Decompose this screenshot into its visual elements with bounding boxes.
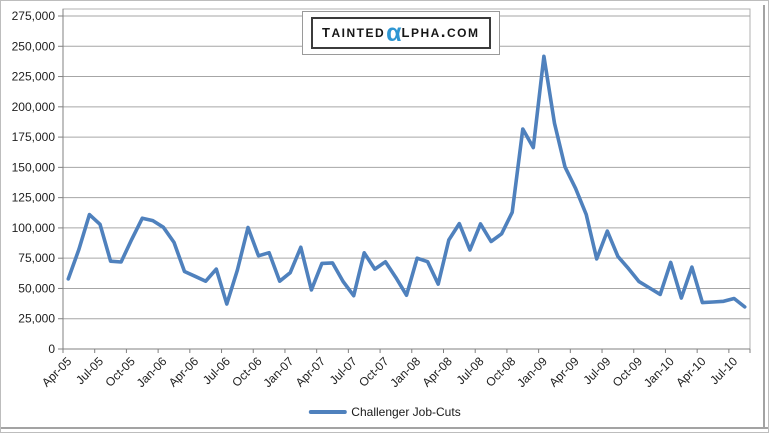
x-axis-label: Oct-06 bbox=[229, 354, 265, 390]
chart-bottom-edge bbox=[1, 427, 768, 429]
y-axis-label: 50,000 bbox=[18, 281, 55, 295]
x-axis-label: Jan-07 bbox=[261, 354, 297, 390]
x-axis-label: Oct-09 bbox=[610, 354, 646, 390]
series-line bbox=[66, 54, 747, 309]
y-axis-label: 250,000 bbox=[12, 39, 56, 53]
logo-alpha-glyph: α bbox=[386, 19, 402, 47]
x-axis-label: Jan-08 bbox=[387, 354, 423, 390]
y-axis-label: 0 bbox=[48, 342, 55, 356]
x-axis-label: Jul-09 bbox=[580, 354, 613, 387]
plot-border bbox=[62, 8, 751, 350]
y-axis-label: 150,000 bbox=[12, 160, 56, 174]
y-axis-label: 125,000 bbox=[12, 191, 56, 205]
x-axis-label: Jan-06 bbox=[134, 354, 170, 390]
y-axis-label: 200,000 bbox=[12, 100, 56, 114]
x-axis-label: Apr-07 bbox=[293, 354, 329, 390]
taintedalpha-logo: Tainted α lpha.com bbox=[302, 11, 500, 55]
x-axis-label: Oct-07 bbox=[356, 354, 392, 390]
x-axis-label: Apr-10 bbox=[673, 354, 709, 390]
x-axis-label: Jan-09 bbox=[514, 354, 550, 390]
y-axis-label: 100,000 bbox=[12, 221, 56, 235]
chart-right-edge bbox=[763, 5, 765, 427]
x-axis-label: Jul-08 bbox=[454, 354, 487, 387]
x-axis-label: Apr-05 bbox=[39, 354, 75, 390]
x-axis-label: Jul-06 bbox=[200, 354, 233, 387]
taintedalpha-logo-frame: Tainted α lpha.com bbox=[311, 17, 491, 49]
logo-text-tainted: Tainted bbox=[322, 21, 386, 42]
y-axis-label: 275,000 bbox=[12, 9, 56, 23]
legend-label: Challenger Job-Cuts bbox=[351, 405, 461, 419]
x-axis-label: Apr-09 bbox=[546, 354, 582, 390]
y-axis-label: 25,000 bbox=[18, 312, 55, 326]
y-axis-label: 175,000 bbox=[12, 130, 56, 144]
legend-line-swatch bbox=[308, 410, 347, 414]
y-axis-label: 75,000 bbox=[18, 251, 55, 265]
x-axis-label: Oct-05 bbox=[102, 354, 138, 390]
x-axis-label: Apr-06 bbox=[166, 354, 202, 390]
x-axis-label: Jul-10 bbox=[707, 354, 740, 387]
x-axis-label: Apr-08 bbox=[420, 354, 456, 390]
y-axis-label: 225,000 bbox=[12, 70, 56, 84]
logo-text-lpha-com: lpha.com bbox=[401, 21, 480, 42]
legend: Challenger Job-Cuts bbox=[308, 405, 461, 419]
x-axis-label: Jan-10 bbox=[641, 354, 677, 390]
x-axis-label: Jul-07 bbox=[327, 354, 360, 387]
x-axis-label: Jul-05 bbox=[73, 354, 106, 387]
x-axis-label: Oct-08 bbox=[483, 354, 519, 390]
